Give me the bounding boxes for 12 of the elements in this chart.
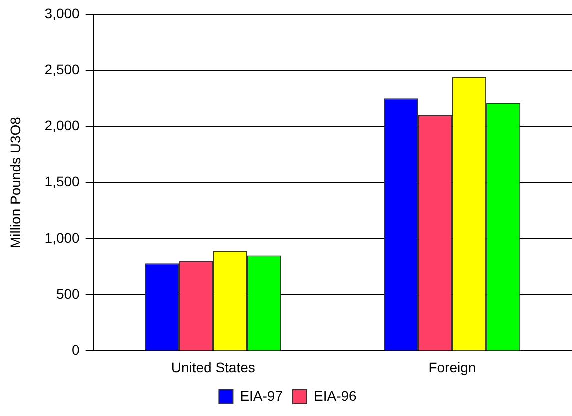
y-tick-label: 3,000 [44, 5, 80, 22]
y-tick-label: 2,000 [44, 118, 80, 134]
y-tick-label: 2,500 [44, 61, 80, 78]
y-tick-label: 0 [72, 342, 80, 358]
y-tick-label: 500 [56, 286, 80, 302]
x-tick-label: United States [171, 359, 256, 376]
y-tick-label: 1,500 [44, 174, 80, 190]
x-tick-label: Foreign [428, 359, 476, 376]
legend-label: EIA-96 [314, 388, 358, 404]
y-tick-label: 1,000 [44, 230, 80, 246]
legend-label: EIA-97 [240, 388, 284, 404]
y-axis-title: Million Pounds U3O8 [7, 116, 24, 249]
